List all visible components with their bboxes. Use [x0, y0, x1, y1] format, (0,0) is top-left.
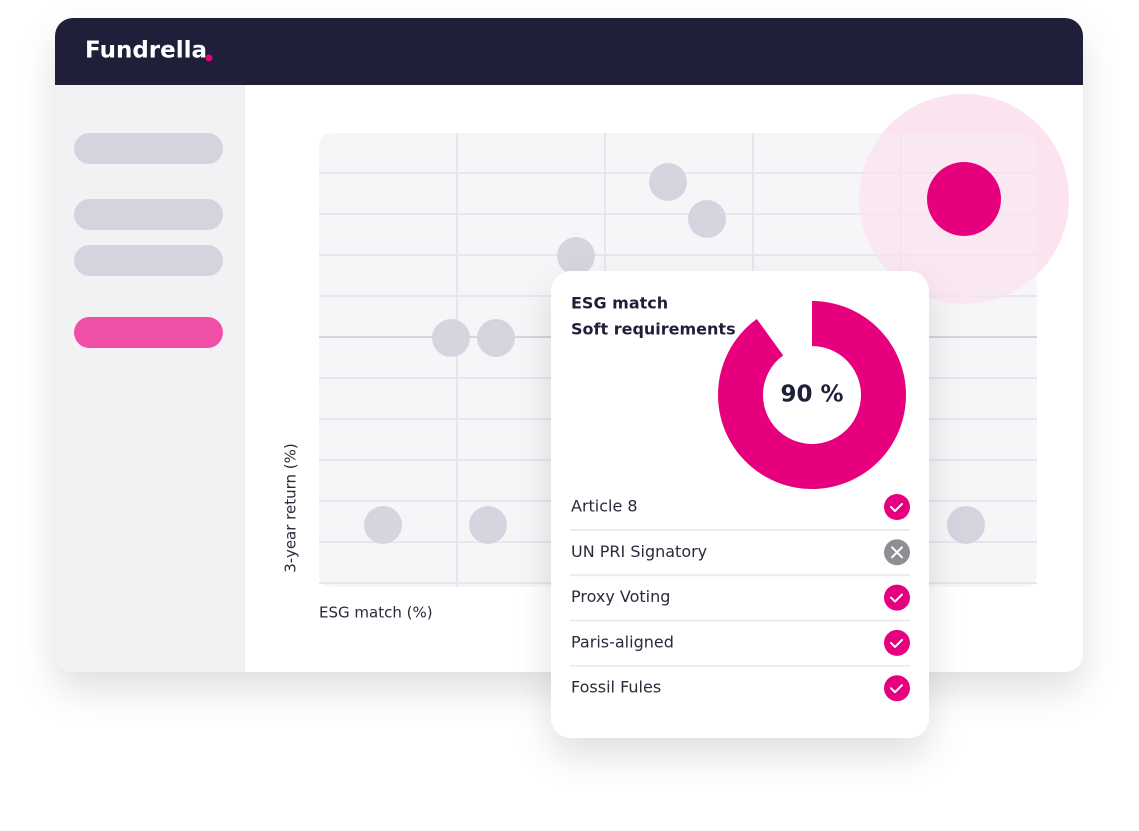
donut-label: 90 % [780, 382, 843, 408]
check-icon [884, 494, 910, 520]
requirement-label: Fossil Fules [571, 678, 661, 697]
logo-dot [205, 54, 213, 62]
sidebar [55, 85, 245, 672]
card-subtitle: Soft requirements [571, 320, 736, 339]
highlight-point[interactable] [927, 162, 1001, 236]
fund-point [649, 163, 687, 201]
header [55, 18, 1083, 85]
fund-point [432, 319, 470, 357]
check-icon [884, 629, 910, 656]
fund-point [947, 506, 985, 544]
nav-item[interactable] [74, 199, 223, 230]
icon-glyph [890, 593, 903, 603]
check-icon [884, 675, 910, 702]
fund-point [364, 506, 402, 544]
requirement-label: Article 8 [571, 497, 638, 516]
nav-item-active[interactable] [74, 317, 223, 348]
icon-glyph [890, 503, 903, 512]
x-axis-label: ESG match (%) [319, 604, 433, 622]
donut-arc [718, 301, 906, 489]
check-icon [884, 584, 910, 611]
nav-item[interactable] [74, 133, 223, 164]
icon-glyph [891, 546, 903, 559]
requirement-list: Article 8 UN PRI Signatory Proxy Voting Par… [570, 494, 910, 702]
y-axis-label: 3-year return (%) [282, 443, 300, 573]
fund-point [469, 506, 507, 544]
requirement-label: UN PRI Signatory [571, 542, 707, 561]
requirement-label: Paris-aligned [571, 632, 674, 651]
fund-point [477, 319, 515, 357]
fund-point [557, 237, 595, 275]
logo[interactable]: Fundrella [85, 38, 207, 64]
requirement-label: Proxy Voting [571, 587, 670, 606]
nav-item[interactable] [74, 245, 223, 276]
icon-glyph [890, 638, 903, 648]
icon-glyph [890, 684, 903, 694]
fund-point [688, 200, 726, 238]
card-title: ESG match [571, 294, 668, 313]
